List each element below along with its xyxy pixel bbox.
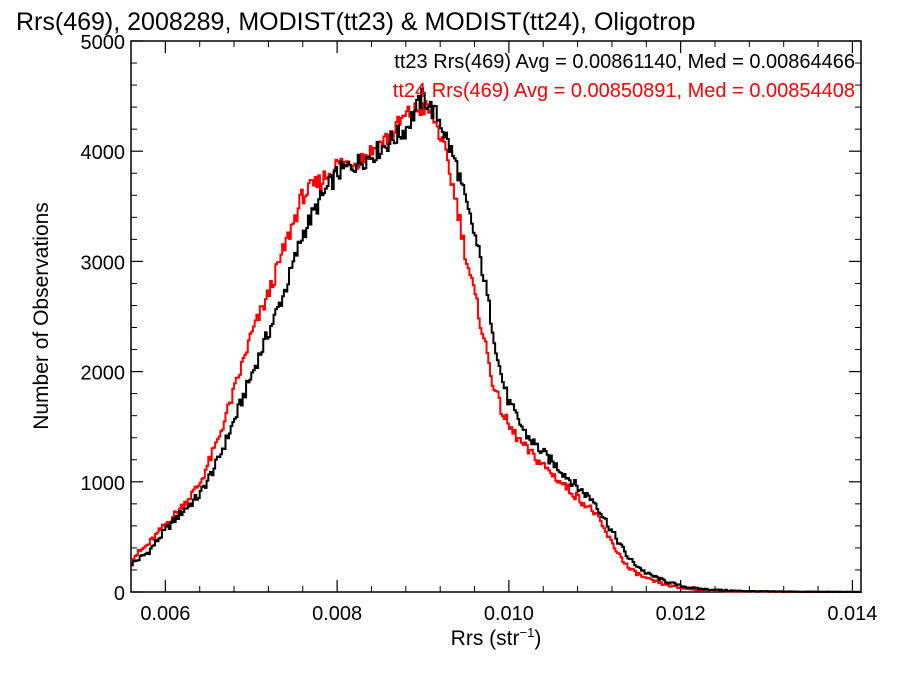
- x-tick-label: 0.006: [140, 603, 190, 625]
- series-line-tt23: [131, 87, 862, 593]
- stats-legend: tt23 Rrs(469) Avg = 0.00861140, Med = 0.…: [393, 51, 855, 102]
- stats-annotation-tt24: tt24 Rrs(469) Avg = 0.00850891, Med = 0.…: [393, 80, 855, 102]
- x-axis-label-sup: −1: [520, 625, 535, 640]
- x-tick-label: 0.014: [827, 603, 877, 625]
- x-tick-label: 0.008: [312, 603, 362, 625]
- x-axis-label-close: ): [534, 627, 541, 650]
- y-tick-label: 0: [114, 583, 125, 605]
- chart-title: Rrs(469), 2008289, MODIST(tt23) & MODIST…: [16, 8, 695, 36]
- y-tick-label: 2000: [81, 363, 126, 385]
- y-tick-label: 5000: [81, 32, 126, 54]
- plot-frame: [130, 40, 862, 593]
- x-tick-label: 0.012: [656, 603, 706, 625]
- stats-annotation-tt23: tt23 Rrs(469) Avg = 0.00861140, Med = 0.…: [394, 51, 855, 73]
- x-axis-label: Rrs (str−1): [451, 625, 542, 650]
- x-axis-label-main: Rrs (str: [451, 627, 520, 650]
- x-tick-label: 0.010: [484, 603, 534, 625]
- series-group: [131, 87, 862, 593]
- y-axis-label: Number of Observations: [30, 202, 53, 430]
- y-tick-label: 1000: [81, 473, 126, 495]
- plot-area: 0.006 0.008 0.010 0.012 0.014 0 1000 2000 3000 40…: [81, 32, 878, 625]
- y-tick-label: 3000: [81, 252, 126, 274]
- y-tick-label: 4000: [81, 142, 126, 164]
- axis-ticks: 0.006 0.008 0.010 0.012 0.014 0 1000 2000 3000 40…: [81, 32, 878, 625]
